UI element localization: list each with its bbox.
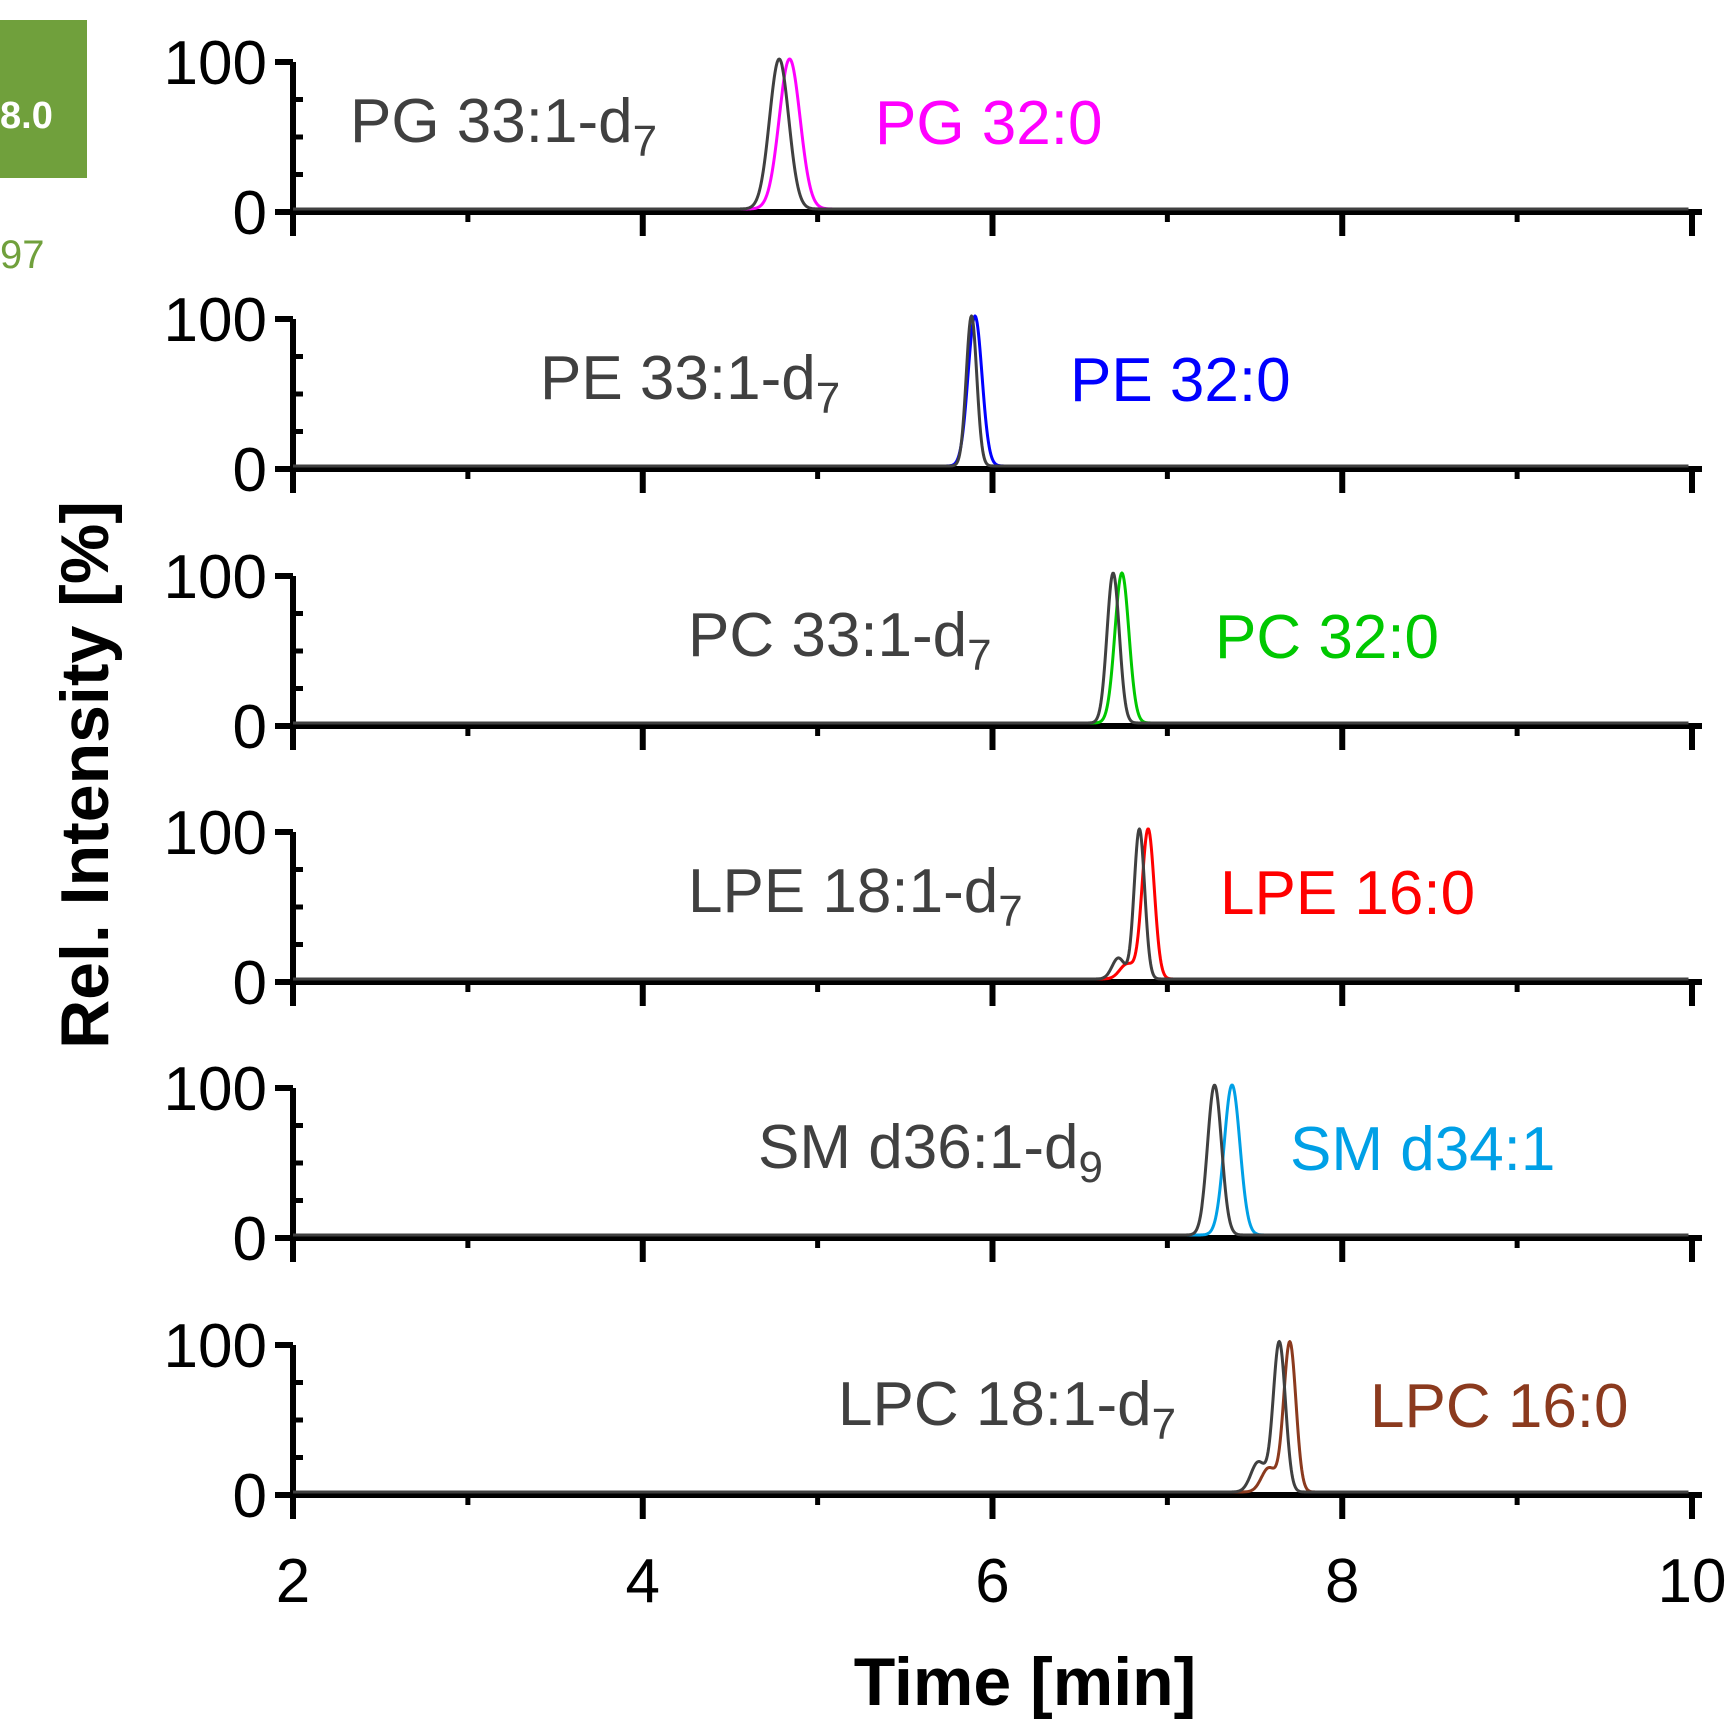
x-tick-label: 8 [1325, 1547, 1359, 1616]
analyte-label: SM d34:1 [1290, 1115, 1555, 1184]
analyte-label: PC 32:0 [1215, 603, 1439, 672]
standard-label: SM d36:1-d9 [758, 1113, 1103, 1192]
analyte-label: LPC 16:0 [1370, 1372, 1629, 1441]
panel-3: 0 100 PC 33:1-d7 PC 32:0 [164, 543, 1702, 762]
y-tick-label: 100 [164, 1055, 267, 1124]
y-tick-label: 100 [164, 799, 267, 868]
x-axis-labels: 2 4 6 8 10 [276, 1547, 1727, 1616]
standard-trace [292, 1083, 1690, 1237]
x-tick-label: 6 [975, 1547, 1009, 1616]
y-tick-label: 0 [233, 1205, 267, 1274]
badge-text: 8.0 [0, 95, 53, 137]
x-axis-title: Time [min] [854, 1644, 1197, 1720]
y-tick-label: 100 [164, 1312, 267, 1381]
y-tick-label: 100 [164, 286, 267, 355]
standard-trace [292, 57, 1690, 211]
x-tick-label: 10 [1658, 1547, 1727, 1616]
badge-subtext: 97 [0, 233, 45, 277]
standard-label: PG 33:1-d7 [350, 87, 657, 166]
standard-label: LPC 18:1-d7 [838, 1370, 1176, 1449]
y-axis-title: Rel. Intensity [%] [47, 501, 123, 1049]
analyte-label: PG 32:0 [875, 89, 1102, 158]
standard-trace [292, 827, 1690, 981]
y-tick-label: 0 [233, 949, 267, 1018]
standard-label: PC 33:1-d7 [688, 601, 992, 680]
standard-label: LPE 18:1-d7 [688, 857, 1023, 936]
y-tick-label: 0 [233, 1462, 267, 1531]
x-tick-label: 2 [276, 1547, 310, 1616]
panel-4: 0 100 LPE 18:1-d7 LPE 16:0 [164, 799, 1702, 1018]
y-tick-label: 0 [233, 693, 267, 762]
analyte-label: PE 32:0 [1070, 346, 1291, 415]
standard-trace [292, 1340, 1690, 1494]
analyte-label: LPE 16:0 [1220, 859, 1475, 928]
y-tick-label: 100 [164, 29, 267, 98]
standard-trace [292, 314, 1690, 468]
standard-label: PE 33:1-d7 [540, 344, 840, 423]
analyte-trace [292, 314, 1690, 468]
y-tick-label: 100 [164, 543, 267, 612]
badge-box [0, 20, 87, 178]
panel-6: 0 100 LPC 18:1-d7 LPC 16:0 [164, 1312, 1702, 1531]
standard-trace [292, 571, 1690, 725]
panels-group: 0 100 PG 33:1-d7 PG 32:0 0 100 PE 33:1-d7 PE 32… [164, 29, 1702, 1531]
y-tick-label: 0 [233, 179, 267, 248]
y-tick-label: 0 [233, 436, 267, 505]
panel-5: 0 100 SM d36:1-d9 SM d34:1 [164, 1055, 1702, 1274]
panel-2: 0 100 PE 33:1-d7 PE 32:0 [164, 286, 1702, 505]
panel-1: 0 100 PG 33:1-d7 PG 32:0 [164, 29, 1702, 248]
x-tick-label: 4 [626, 1547, 660, 1616]
